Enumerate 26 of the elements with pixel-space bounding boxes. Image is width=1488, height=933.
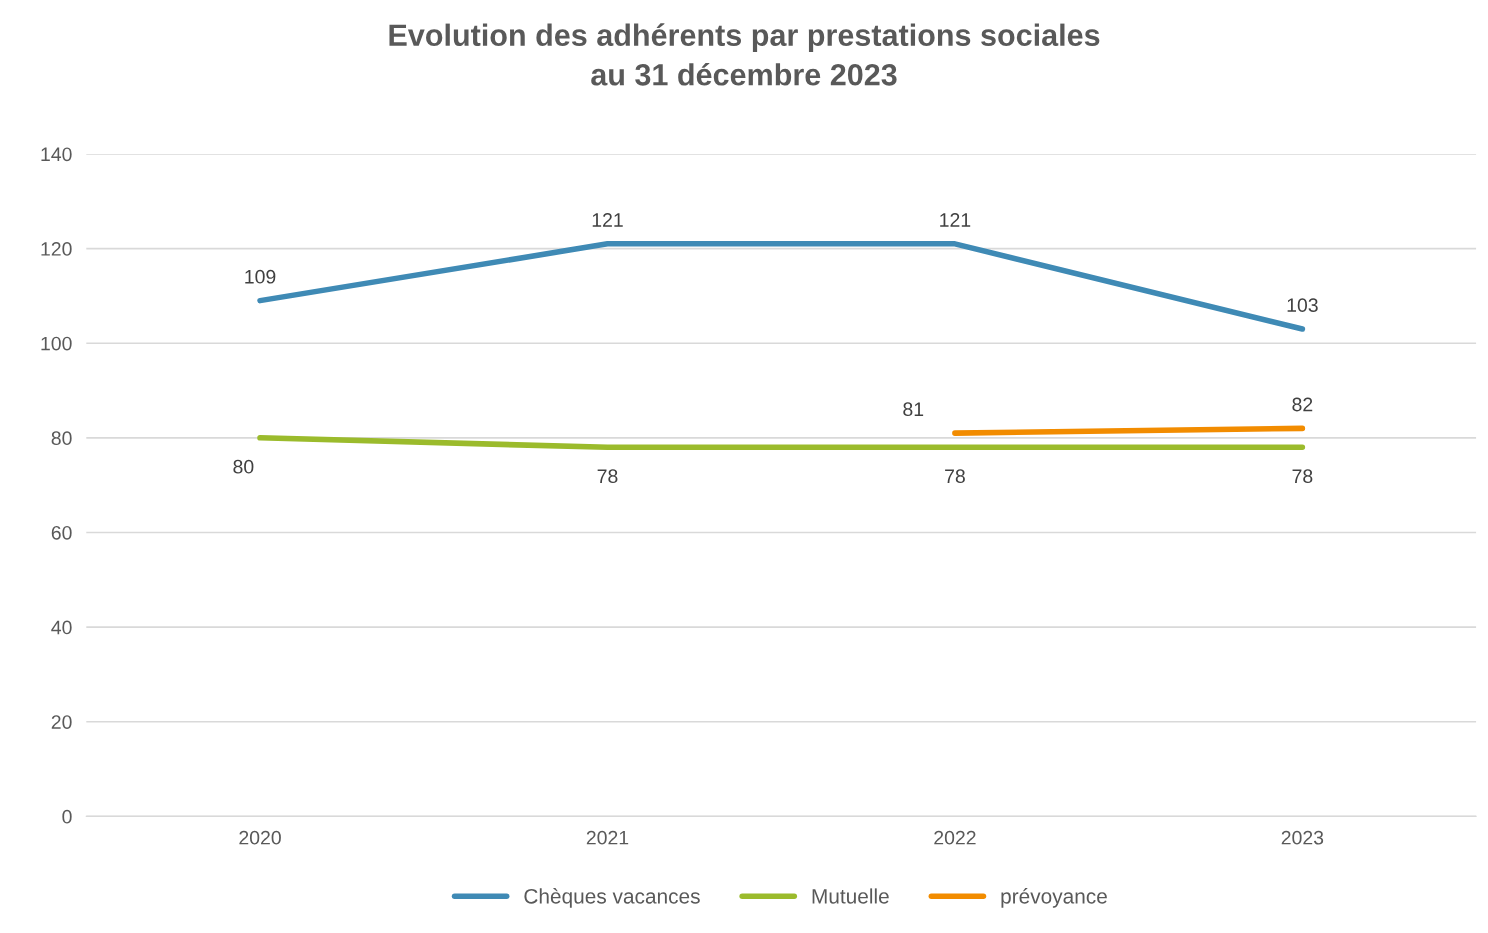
x-tick-label: 2023 [1281,830,1324,845]
y-tick-label: 60 [51,525,72,540]
chart-title: Evolution des adhérents par prestations sociales au 31 décembre 2023 [389,23,1100,86]
y-tick-label: 20 [51,715,72,729]
legend-label: Chèques vacances [524,888,700,908]
data-label: 78 [597,469,618,484]
y-tick-label: 80 [51,431,72,446]
x-tick-label: 2022 [934,830,976,845]
data-label: 121 [592,213,623,227]
y-tick-label: 0 [62,809,72,824]
legend-label: prévoyance [1001,888,1107,908]
data-label: 81 [903,402,924,417]
data-label: 78 [1292,469,1313,484]
y-tick-label: 120 [41,242,72,256]
y-tick-label: 40 [51,620,72,635]
y-tick-label: 140 [41,147,72,162]
legend-label: Mutuelle [812,888,889,904]
data-label: 80 [233,459,254,474]
data-label: 109 [245,269,276,284]
x-tick-label: 2021 [586,830,629,845]
data-label: 103 [1287,298,1318,313]
data-label: 82 [1292,397,1313,412]
data-label: 78 [945,469,965,484]
data-label: 121 [940,213,971,227]
y-tick-label: 100 [41,336,72,351]
x-tick-label: 2020 [239,830,281,845]
